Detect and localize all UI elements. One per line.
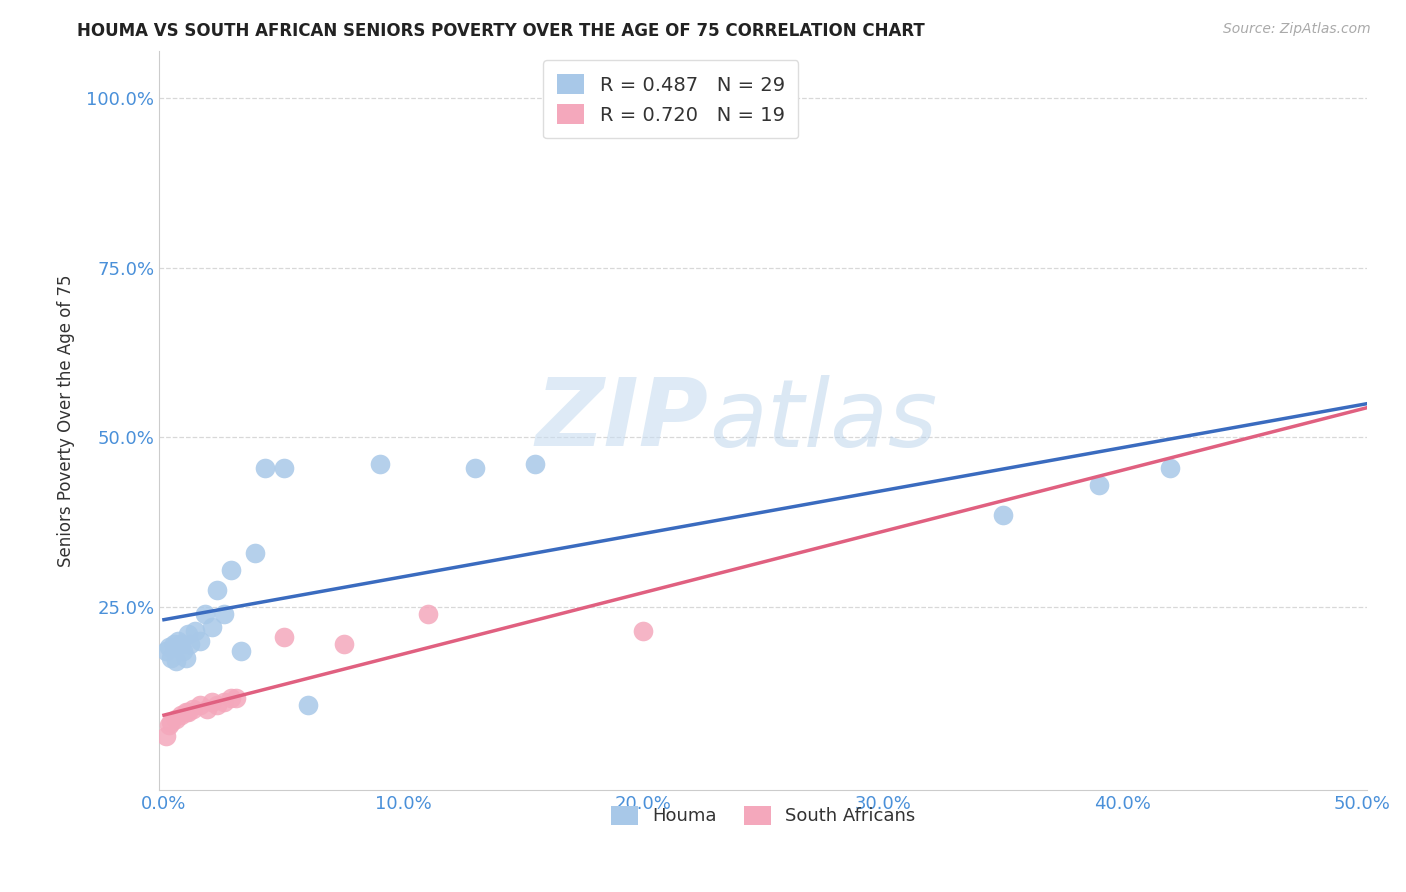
Point (332, 637, 354, 651)
Point (1087, 477, 1109, 491)
Point (205, 698, 228, 713)
Text: Source: ZipAtlas.com: Source: ZipAtlas.com (1223, 22, 1371, 37)
Point (297, 698, 319, 713)
Point (170, 637, 193, 651)
Point (170, 708, 193, 723)
Point (464, 460, 486, 475)
Point (184, 624, 207, 638)
Point (205, 582, 228, 597)
Point (273, 630, 295, 644)
Point (524, 458, 547, 472)
Legend: Houma, South Africans: Houma, South Africans (600, 796, 927, 837)
Point (188, 633, 211, 648)
Point (201, 695, 224, 709)
Point (212, 607, 235, 621)
Point (162, 637, 184, 651)
Point (179, 637, 201, 651)
Y-axis label: Seniors Poverty Over the Age of 75: Seniors Poverty Over the Age of 75 (58, 274, 75, 566)
Point (243, 545, 266, 559)
Point (229, 644, 252, 658)
Text: HOUMA VS SOUTH AFRICAN SENIORS POVERTY OVER THE AGE OF 75 CORRELATION CHART: HOUMA VS SOUTH AFRICAN SENIORS POVERTY O… (77, 22, 925, 40)
Point (991, 508, 1014, 523)
Point (273, 460, 295, 475)
Point (160, 650, 183, 665)
Point (157, 640, 180, 655)
Text: atlas: atlas (709, 375, 936, 466)
Point (167, 633, 190, 648)
Point (195, 701, 218, 715)
Point (160, 715, 183, 730)
Point (174, 705, 197, 719)
Point (1159, 460, 1181, 475)
Point (219, 562, 242, 576)
Point (212, 695, 235, 709)
Text: ZIP: ZIP (536, 375, 709, 467)
Point (416, 607, 439, 621)
Point (177, 705, 200, 719)
Point (174, 650, 197, 665)
Point (253, 460, 276, 475)
Point (201, 620, 224, 634)
Point (181, 701, 204, 715)
Point (177, 627, 200, 641)
Point (172, 644, 194, 658)
Point (155, 729, 177, 743)
Point (219, 691, 242, 706)
Point (155, 644, 177, 658)
Point (165, 712, 187, 726)
Point (165, 654, 187, 668)
Point (225, 691, 247, 706)
Point (194, 607, 217, 621)
Point (157, 718, 180, 732)
Point (368, 458, 391, 472)
Point (188, 698, 211, 713)
Point (631, 624, 654, 638)
